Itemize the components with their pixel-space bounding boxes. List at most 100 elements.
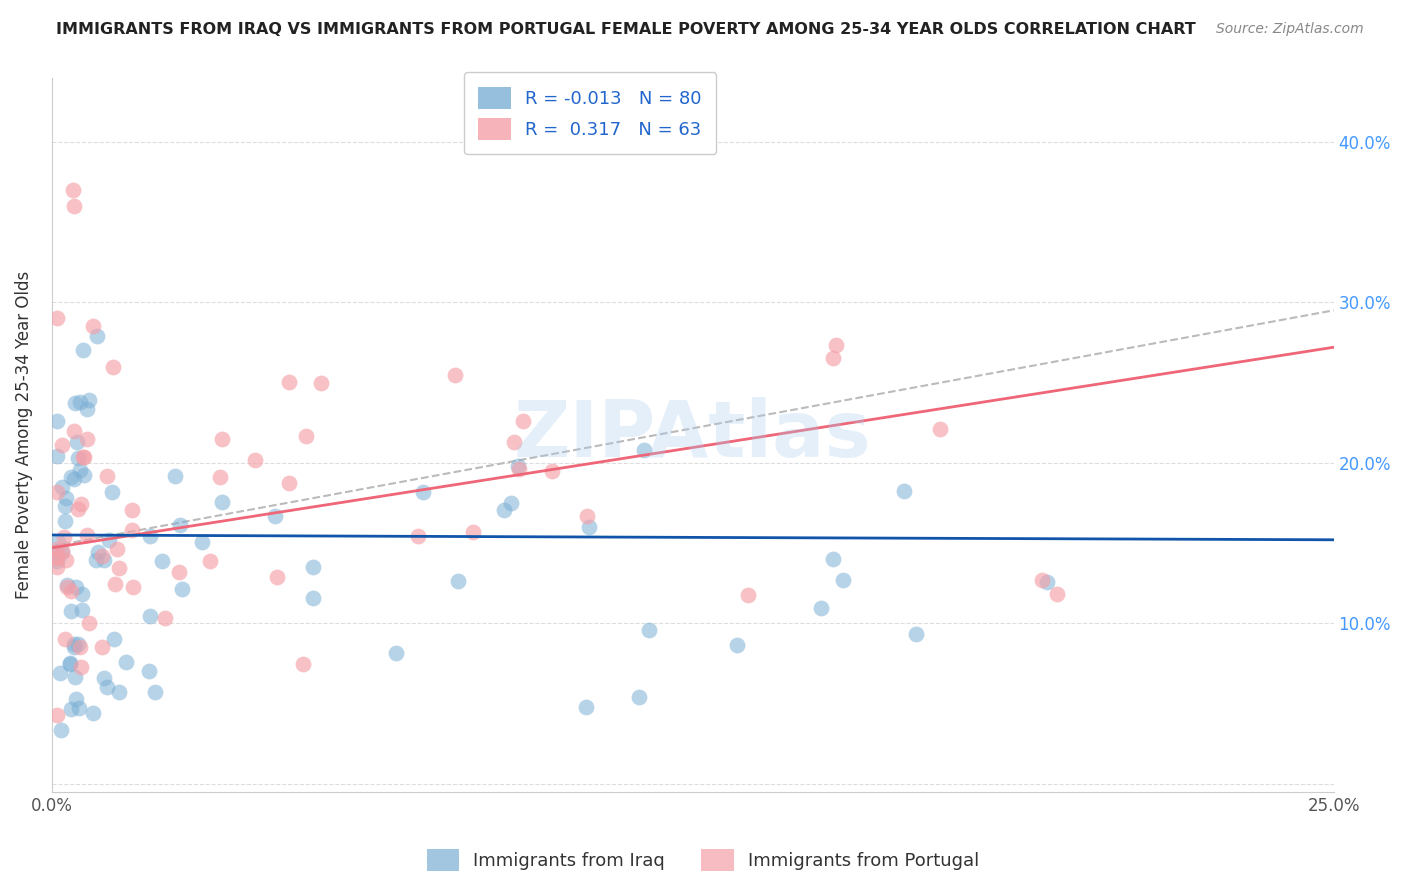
Point: [59, 604, 82, 618]
Text: IMMIGRANTS FROM IRAQ VS IMMIGRANTS FROM PORTUGAL FEMALE POVERTY AMONG 25-34 YEAR: IMMIGRANTS FROM IRAQ VS IMMIGRANTS FROM …: [56, 22, 1197, 37]
Text: Source: ZipAtlas.com: Source: ZipAtlas.com: [1216, 22, 1364, 37]
Point: [832, 574, 855, 588]
Point: [108, 561, 131, 575]
Point: [291, 657, 314, 672]
Point: [263, 509, 285, 524]
Point: [167, 566, 190, 580]
Point: [63, 640, 86, 654]
Point: [301, 591, 323, 605]
Point: [82, 319, 104, 334]
Point: [46, 551, 69, 566]
Point: [243, 452, 266, 467]
Point: [51, 545, 73, 559]
Point: [266, 569, 288, 583]
Point: [72, 343, 94, 358]
Legend: R = -0.013   N = 80, R =  0.317   N = 63: R = -0.013 N = 80, R = 0.317 N = 63: [464, 72, 716, 154]
Point: [84, 553, 107, 567]
Point: [501, 496, 523, 510]
Y-axis label: Female Poverty Among 25-34 Year Olds: Female Poverty Among 25-34 Year Olds: [15, 270, 32, 599]
Point: [45, 541, 67, 556]
Point: [62, 637, 84, 651]
Point: [70, 602, 93, 616]
Point: [211, 432, 233, 446]
Point: [633, 442, 655, 457]
Point: [1031, 573, 1053, 587]
Point: [70, 660, 93, 674]
Point: [121, 503, 143, 517]
Point: [70, 498, 93, 512]
Point: [278, 476, 301, 491]
Point: [825, 338, 848, 352]
Point: [65, 691, 87, 706]
Point: [103, 632, 125, 646]
Point: [211, 495, 233, 509]
Point: [1046, 587, 1069, 601]
Point: [70, 587, 93, 601]
Point: [66, 434, 89, 449]
Point: [72, 450, 94, 464]
Point: [55, 580, 77, 594]
Point: [512, 414, 534, 428]
Point: [67, 637, 90, 651]
Point: [65, 580, 87, 594]
Point: [443, 368, 465, 382]
Point: [51, 479, 73, 493]
Point: [79, 392, 101, 407]
Point: [104, 576, 127, 591]
Point: [91, 640, 114, 655]
Point: [62, 472, 84, 486]
Point: [928, 421, 950, 435]
Point: [893, 484, 915, 499]
Point: [153, 611, 176, 625]
Point: [93, 553, 115, 567]
Point: [87, 545, 110, 559]
Point: [578, 520, 600, 534]
Point: [121, 523, 143, 537]
Point: [53, 514, 76, 528]
Point: [69, 463, 91, 477]
Point: [107, 685, 129, 699]
Point: [66, 501, 89, 516]
Point: [53, 530, 76, 544]
Point: [93, 671, 115, 685]
Point: [63, 670, 86, 684]
Point: [823, 552, 845, 566]
Point: [190, 534, 212, 549]
Point: [45, 484, 67, 499]
Point: [62, 424, 84, 438]
Point: [91, 549, 114, 564]
Point: [49, 723, 72, 737]
Point: [59, 657, 82, 671]
Point: [575, 508, 598, 523]
Point: [143, 685, 166, 699]
Point: [627, 690, 650, 704]
Point: [60, 584, 83, 599]
Point: [55, 491, 77, 506]
Point: [821, 351, 844, 366]
Point: [198, 554, 221, 568]
Point: [45, 413, 67, 427]
Point: [138, 664, 160, 678]
Point: [447, 574, 470, 588]
Point: [73, 468, 96, 483]
Point: [170, 582, 193, 597]
Point: [76, 402, 98, 417]
Point: [96, 680, 118, 694]
Point: [77, 616, 100, 631]
Point: [725, 638, 748, 652]
Point: [69, 640, 91, 654]
Point: [810, 600, 832, 615]
Point: [45, 707, 67, 722]
Point: [53, 499, 76, 513]
Point: [53, 632, 76, 647]
Point: [67, 701, 90, 715]
Point: [66, 451, 89, 466]
Point: [63, 199, 86, 213]
Point: [502, 435, 524, 450]
Point: [638, 623, 661, 637]
Point: [169, 518, 191, 533]
Point: [385, 646, 408, 660]
Point: [82, 706, 104, 720]
Point: [65, 396, 87, 410]
Point: [295, 429, 318, 443]
